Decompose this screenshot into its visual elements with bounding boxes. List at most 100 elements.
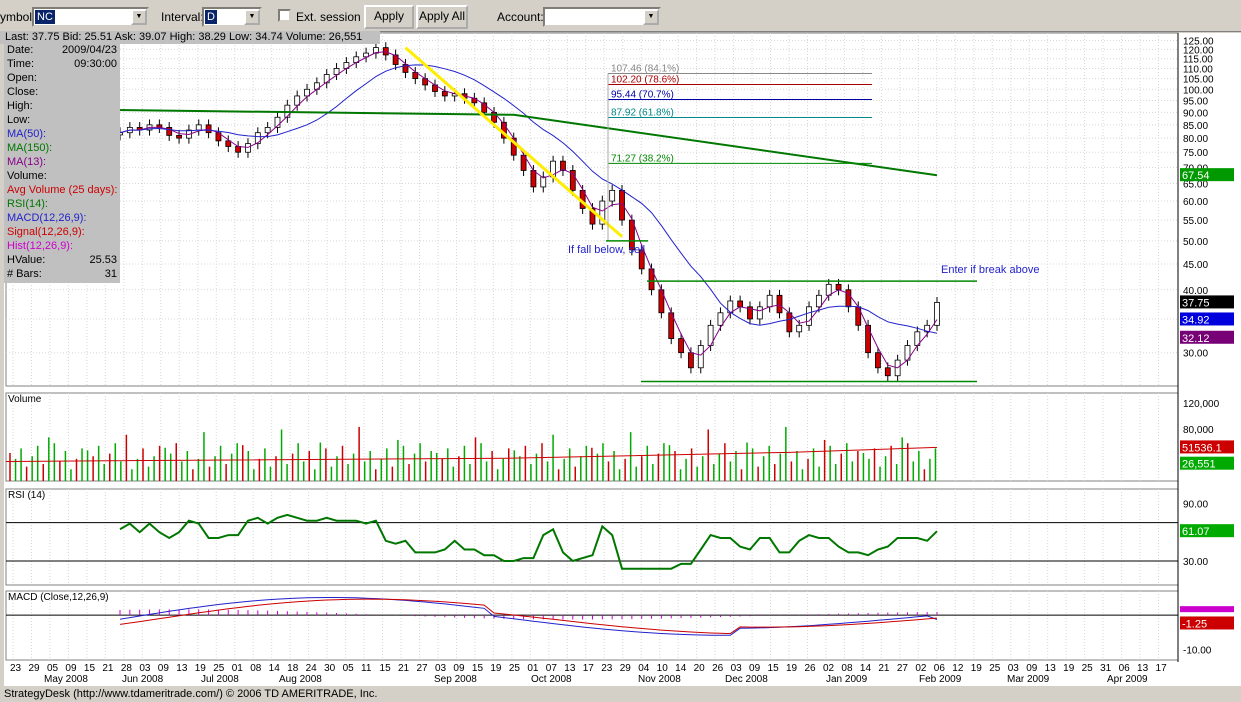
month-label: Sep 2008 [434,674,477,685]
symbol-combo[interactable]: NC ▼ [32,7,149,27]
data-window-row: Avg Volume (25 days): [4,183,120,197]
candle-up [766,294,773,308]
date-tick-label: 20 [694,663,706,674]
chevron-down-icon[interactable]: ▼ [643,9,659,25]
data-window-row: Volume: [4,169,120,183]
volume-tick-label: 80,000 [1183,425,1214,436]
candle-down [530,170,537,188]
candle-up [934,302,940,326]
date-tick-label: 11 [361,663,372,674]
candle-down [638,249,645,270]
date-tick-label: 09 [1026,663,1038,674]
candle-up [540,176,547,188]
data-window-label: MA(150): [7,142,53,154]
candle-down [235,146,242,153]
data-window-value: 31 [104,268,117,280]
fib-level-label: 107.46 (84.1%) [611,64,679,75]
candle-down [560,160,566,171]
month-label: Jul 2008 [201,674,239,685]
candle-down [688,352,694,369]
chevron-down-icon[interactable]: ▼ [131,9,147,25]
data-window-row: # Bars: 31 [4,267,120,281]
date-tick-label: 19 [490,663,502,674]
macd-panel-title: MACD (Close,12,26,9) [8,592,109,603]
date-tick-label: 25 [1082,663,1094,674]
candle-up [609,189,616,202]
candle-down [569,170,576,191]
price-tick-label: 75.00 [1183,148,1208,159]
date-tick-label: 27 [897,663,909,674]
date-tick-label: 09 [749,663,761,674]
avg-volume-label-box [1180,440,1234,454]
date-tick-label: 15 [472,663,484,674]
macd-signal-line [119,598,938,635]
data-window-row: Time: 09:30:00 [4,57,120,71]
date-tick-label: 08 [250,663,262,674]
toolbar: ymbol: NC ▼ Interval: D ▼ Ext. session A… [0,0,1241,32]
date-tick-label: 15 [768,663,780,674]
data-window-label: Signal(12,26,9): [7,226,85,238]
data-window-label: Time: [7,58,35,70]
data-window-row: Date: 2009/04/23 [4,43,120,57]
month-label: Jan 2009 [826,674,868,685]
candle-down [875,352,881,369]
macd-panel-border [5,590,1179,661]
data-window-row: Close: [4,85,120,99]
price-label-text: 34.92 [1182,314,1210,326]
volume-label: Volume: [285,31,326,43]
data-window-label: # Bars: [7,268,42,280]
rsi-panel-title: RSI (14) [8,490,45,501]
month-label: Nov 2008 [638,674,681,685]
data-window-row: MACD(12,26,9): [4,211,120,225]
data-window-label: MACD(12,26,9): [7,212,87,224]
price-tick-label: 120.00 [1183,45,1214,56]
low-label: Low: [228,31,253,43]
rsi-tick-label: 90.00 [1183,499,1208,510]
date-tick-label: 09 [453,663,465,674]
ext-session-checkbox[interactable] [278,9,291,22]
date-tick-label: 07 [546,663,558,674]
candle-down [176,134,182,139]
date-tick-label: 01 [527,663,539,674]
interval-value[interactable]: D [205,10,217,24]
interval-combo[interactable]: D ▼ [202,7,262,27]
interval-label: Interval: [161,10,204,24]
date-tick-label: 05 [47,663,59,674]
data-window-row: MA(150): [4,141,120,155]
data-window-label: RSI(14): [7,198,48,210]
account-combo[interactable]: ▼ [543,7,661,27]
candle-down [835,283,842,291]
candle-up [806,306,812,326]
apply-button[interactable]: Apply [364,5,414,29]
month-label: Mar 2009 [1007,674,1050,685]
data-window-row: High: [4,99,120,113]
ma50-line [119,64,938,334]
price-tick-label: 40.00 [1183,286,1208,297]
month-label: Jun 2008 [122,674,164,685]
date-tick-label: 25 [989,663,1001,674]
data-window-row: Signal(12,26,9): [4,225,120,239]
candle-down [737,300,744,308]
chevron-down-icon[interactable]: ▼ [244,9,260,25]
data-window-label: Volume: [7,170,47,182]
date-tick-label: 03 [1008,663,1020,674]
date-tick-label: 03 [139,663,151,674]
annotation-sell: If fall below, sell [568,244,645,256]
candle-up [245,143,251,153]
last-value: 37.75 [31,31,60,43]
low-value: 34.74 [255,31,283,43]
ma13-line [119,51,938,369]
date-tick-label: 25 [509,663,521,674]
date-tick-label: 25 [213,663,225,674]
date-tick-label: 13 [1137,663,1149,674]
candle-down [884,367,891,377]
symbol-value[interactable]: NC [35,10,55,24]
price-tick-label: 85.00 [1183,121,1208,132]
candle-up [264,127,271,134]
yellow-trendline [404,46,623,238]
apply-all-button[interactable]: Apply All [416,5,468,29]
month-label: Feb 2009 [919,674,962,685]
annotation-enter: Enter if break above [941,264,1039,276]
date-tick-label: 19 [786,663,798,674]
